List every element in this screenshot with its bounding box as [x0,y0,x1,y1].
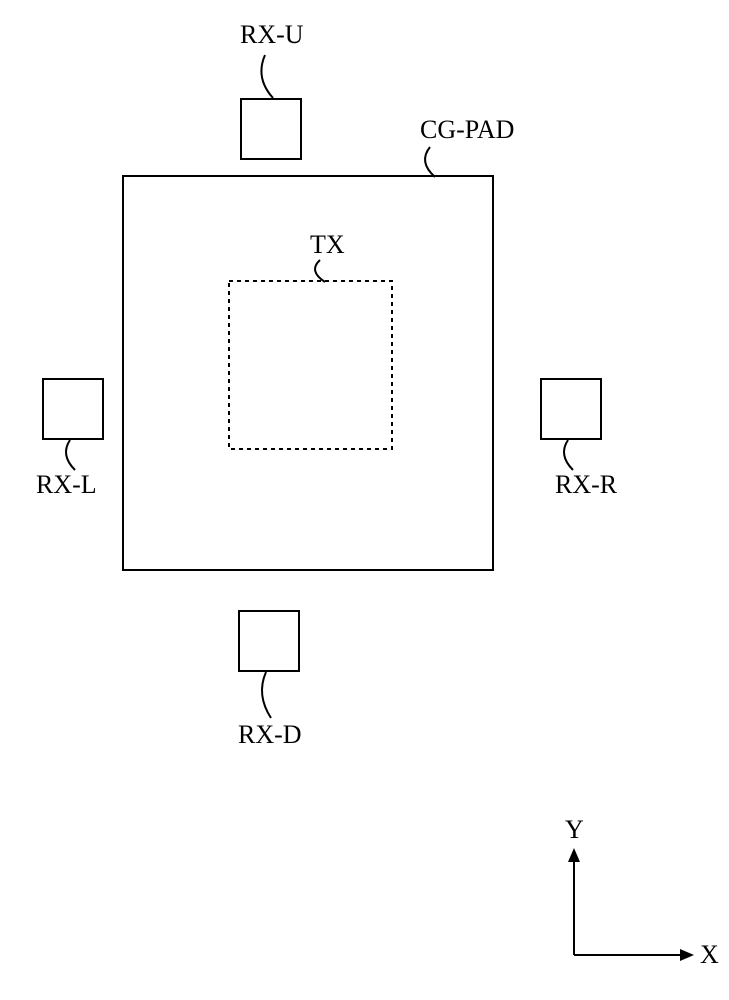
label-rx-u: RX-U [240,20,304,50]
label-axis-x: X [700,940,719,970]
label-rx-d: RX-D [238,720,302,750]
label-cg-pad: CG-PAD [420,115,514,145]
axes [0,0,729,1000]
label-tx: TX [310,230,345,260]
label-axis-y: Y [565,815,584,845]
diagram-canvas: RX-U CG-PAD TX RX-L RX-R RX-D Y X [0,0,729,1000]
label-rx-r: RX-R [555,470,617,500]
label-rx-l: RX-L [36,470,97,500]
